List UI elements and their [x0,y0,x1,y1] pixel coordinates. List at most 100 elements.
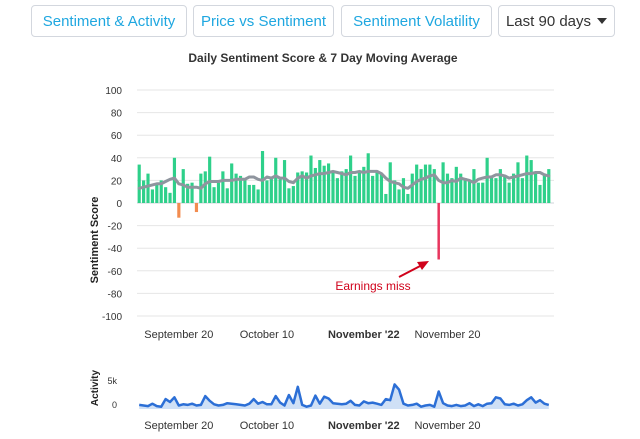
sentiment-bar [137,164,141,203]
y-tick-label: 40 [111,154,123,165]
tab-price-vs-sentiment[interactable]: Price vs Sentiment [193,5,334,37]
sentiment-bar [243,179,247,203]
sentiment-bar [415,164,419,203]
sentiment-bar [511,173,516,203]
sentiment-bar [547,169,551,203]
sentiment-bar [366,153,370,203]
sentiment-bar [247,184,251,203]
tab-sentiment-volatility[interactable]: Sentiment Volatility [341,5,492,37]
sentiment-bar [318,160,322,203]
x-tick-label: November '22 [328,329,400,341]
tab-sentiment-activity[interactable]: Sentiment & Activity [31,5,187,37]
sentiment-bar [353,175,357,203]
sentiment-bar [155,183,159,203]
sentiment-bar [481,182,485,203]
sentiment-bar [150,189,155,203]
sentiment-bar [313,167,317,203]
sentiment-bar [291,186,295,203]
sentiment-bar [357,171,362,203]
sentiment-bar [309,155,313,203]
sentiment-bar [467,180,472,203]
sentiment-bar [216,182,221,203]
sentiment-bar [472,169,476,203]
sentiment-bar [463,178,467,203]
sentiment-bar [300,171,304,203]
sentiment-bar [256,189,260,203]
date-range-label: Last 90 days [505,12,592,30]
sentiment-bar [331,171,335,203]
sentiment-bar [177,203,181,218]
sentiment-bar [445,173,450,203]
sentiment-bar [428,164,432,203]
activity-x-tick-label: November 20 [414,420,480,432]
activity-x-tick-label: September 20 [144,420,213,432]
date-range-select[interactable]: Last 90 days [498,5,615,37]
activity-x-tick-label: November '22 [328,420,400,432]
sentiment-bar [542,173,546,203]
sentiment-bar [194,203,199,213]
sentiment-bar [296,172,300,203]
annotation-group: Earnings miss [335,261,429,293]
sentiment-bar [450,178,454,203]
sentiment-bar [454,166,458,203]
sentiment-bar [507,182,511,203]
y-tick-label: 80 [111,109,123,120]
sentiment-bar [238,175,243,203]
sentiment-bar [397,189,401,203]
x-tick-label: November 20 [414,329,480,341]
sentiment-bar [529,160,533,203]
sentiment-bar [340,171,344,203]
y-axis-label: Sentiment Score [89,197,101,284]
sentiment-bar [423,164,428,203]
annotation-arrowhead [417,261,429,270]
sentiment-bar [203,171,207,203]
sentiment-bar [432,169,436,203]
chart-title: Daily Sentiment Score & 7 Day Moving Ave… [188,51,458,65]
y-tick-label: 0 [116,199,122,210]
sentiment-bar [379,173,384,203]
sentiment-bar [164,187,168,203]
activity-y-label: Activity [90,370,101,407]
main-y-ticks: 100 80 60 40 20 0 -20 -40 -60 -80 -100 [102,86,122,323]
sentiment-bar [410,173,414,203]
sentiment-bar [362,166,366,203]
sentiment-bar [393,180,397,203]
sentiment-bar [221,171,225,203]
activity-x-tick-label: October 10 [240,420,294,432]
sentiment-bar [489,175,494,203]
sentiment-bar [538,184,542,203]
sentiment-chart: Daily Sentiment Score & 7 Day Moving Ave… [89,51,554,341]
sentiment-bar [190,182,194,203]
sentiment-bar [485,157,489,203]
y-tick-label: 60 [111,131,123,142]
chevron-down-icon [597,18,608,24]
sentiment-bar [142,180,146,203]
sentiment-bar [401,178,406,203]
sentiment-bar [278,179,282,203]
sentiment-bar [252,184,256,203]
sentiment-bar [335,178,339,203]
sentiment-bar [274,157,278,203]
sentiment-bar [159,180,163,203]
y-tick-label: -80 [108,289,123,300]
activity-line [139,383,550,408]
activity-chart: Activity 5k 0 September 20 October 10 Novem… [90,370,550,432]
sentiment-bar [269,178,273,203]
sentiment-bar [265,180,269,203]
sentiment-bar [282,160,287,203]
sentiment-bar [186,183,190,203]
sentiment-bar [304,172,309,203]
sentiment-bar [344,169,348,203]
main-x-ticks: September 20 October 10 November '22 Novemb… [144,329,480,341]
sentiment-bar [146,173,150,203]
y-tick-label: -60 [108,267,123,278]
sentiment-bars [137,151,551,260]
y-tick-label: 100 [105,86,122,97]
y-tick-label: -20 [108,222,123,233]
sentiment-bar [212,187,216,203]
sentiment-bar [520,178,524,203]
sentiment-bar [208,156,212,203]
sentiment-bar [322,165,326,203]
sentiment-bar [384,193,388,203]
sentiment-bar [168,192,172,203]
